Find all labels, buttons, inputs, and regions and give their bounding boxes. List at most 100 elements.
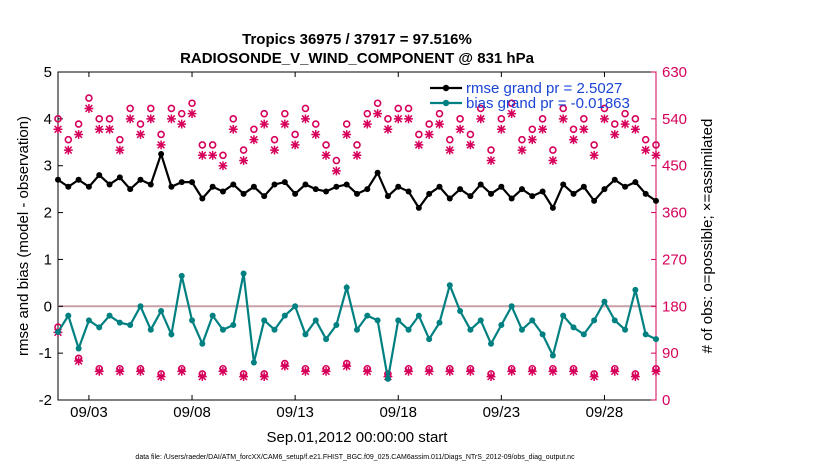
bias-point (312, 317, 319, 324)
bias-point (508, 303, 515, 310)
rmse-point (250, 183, 257, 190)
x-axis-label: Sep.01,2012 00:00:00 start (267, 429, 449, 446)
bias-point (323, 336, 330, 343)
obs-assimilated-marker (393, 114, 403, 124)
rmse-point (116, 174, 123, 181)
rmse-point (580, 183, 587, 190)
bias-point (219, 326, 226, 333)
bias-point (405, 326, 412, 333)
rmse-point (240, 190, 247, 197)
obs-assimilated-marker (197, 372, 207, 381)
y-left-tick-label: -2 (39, 392, 52, 409)
obs-assimilated-marker (63, 145, 73, 155)
obs-possible-marker (631, 115, 640, 123)
bias-point (158, 307, 165, 314)
obs-assimilated-marker (352, 150, 362, 160)
obs-assimilated-marker (301, 114, 310, 124)
obs-assimilated-marker (651, 366, 661, 376)
bias-point (374, 317, 381, 324)
obs-possible-marker (64, 135, 73, 144)
rmse-point (508, 195, 515, 202)
obs-assimilated-marker (424, 366, 434, 376)
rmse-point (570, 190, 577, 197)
bias-point (415, 312, 422, 319)
obs-possible-marker (456, 115, 464, 123)
x-tick-label: 09/13 (276, 404, 314, 421)
data-file-footer: data file: /Users/raeder/DAI/ATM_forcXX/… (135, 454, 575, 461)
obs-assimilated-marker (177, 119, 187, 129)
obs-possible-marker (342, 120, 351, 128)
bias-point (127, 322, 134, 329)
obs-possible-marker (559, 104, 568, 113)
rmse-point (457, 186, 464, 193)
obs-possible-marker (394, 104, 403, 113)
obs-possible-marker (198, 141, 207, 149)
obs-assimilated-marker (197, 150, 207, 160)
bias-point (395, 317, 402, 324)
obs-possible-marker (528, 125, 537, 134)
bias-point (653, 336, 659, 343)
rmse-point (488, 190, 495, 197)
rmse-point (168, 183, 175, 190)
obs-assimilated-marker (507, 366, 517, 376)
obs-assimilated-marker (600, 114, 609, 124)
rmse-point (281, 179, 288, 186)
rmse-point (333, 183, 340, 190)
obs-assimilated-marker (630, 372, 640, 381)
obs-assimilated-marker (208, 150, 218, 160)
bias-point (116, 319, 123, 326)
bias-point (343, 284, 350, 291)
obs-assimilated-marker (321, 150, 331, 160)
legend-label-bias: bias grand pr = -0.01863 (466, 95, 630, 112)
obs-possible-marker (74, 120, 83, 128)
obs-assimilated-marker (84, 104, 94, 113)
x-tick-label: 09/18 (379, 404, 417, 421)
obs-assimilated-marker (53, 124, 63, 134)
obs-assimilated-marker (651, 150, 661, 160)
obs-possible-marker (404, 104, 413, 113)
rmse-point (219, 188, 226, 195)
obs-assimilated-marker (589, 372, 599, 381)
y-left-tick-label: 5 (44, 64, 52, 81)
obs-assimilated-marker (610, 130, 620, 139)
obs-possible-marker (610, 120, 619, 128)
bias-point (570, 324, 577, 331)
rmse-point (539, 188, 546, 195)
rmse-point (302, 181, 309, 188)
obs-assimilated-marker (610, 366, 620, 376)
bias-point (261, 317, 268, 324)
bias-point (446, 282, 453, 289)
obs-assimilated-marker (414, 140, 424, 150)
rmse-point (292, 190, 299, 197)
bias-point (333, 322, 340, 329)
bias-point (539, 331, 546, 338)
obs-possible-marker (260, 109, 269, 118)
y-axis-label-left: rmse and bias (model - observation) (15, 116, 32, 356)
obs-possible-marker (95, 115, 104, 123)
bias-point (457, 307, 464, 314)
bias-point (632, 286, 639, 293)
obs-possible-marker (569, 125, 578, 134)
rmse-point (364, 186, 371, 193)
obs-possible-marker (590, 141, 598, 149)
obs-possible-marker (518, 135, 526, 144)
obs-assimilated-marker (156, 372, 166, 381)
rmse-point (85, 183, 92, 190)
obs-assimilated-marker (218, 161, 228, 171)
obs-assimilated-marker (342, 361, 352, 371)
obs-assimilated-marker (239, 156, 248, 165)
obs-assimilated-marker (228, 124, 238, 134)
chart-title-line1: Tropics 36975 / 37917 = 97.516% (242, 31, 472, 48)
obs-possible-marker (580, 115, 588, 123)
rmse-point (384, 193, 391, 200)
obs-assimilated-marker (466, 366, 475, 376)
y-left-tick-label: 2 (44, 205, 52, 222)
y-right-tick-label: 450 (662, 158, 687, 175)
obs-assimilated-marker (259, 119, 269, 129)
bias-point (364, 312, 371, 319)
obs-possible-marker (652, 141, 660, 149)
obs-assimilated-marker (435, 119, 444, 129)
bias-point (426, 336, 433, 343)
obs-possible-marker (85, 94, 93, 102)
